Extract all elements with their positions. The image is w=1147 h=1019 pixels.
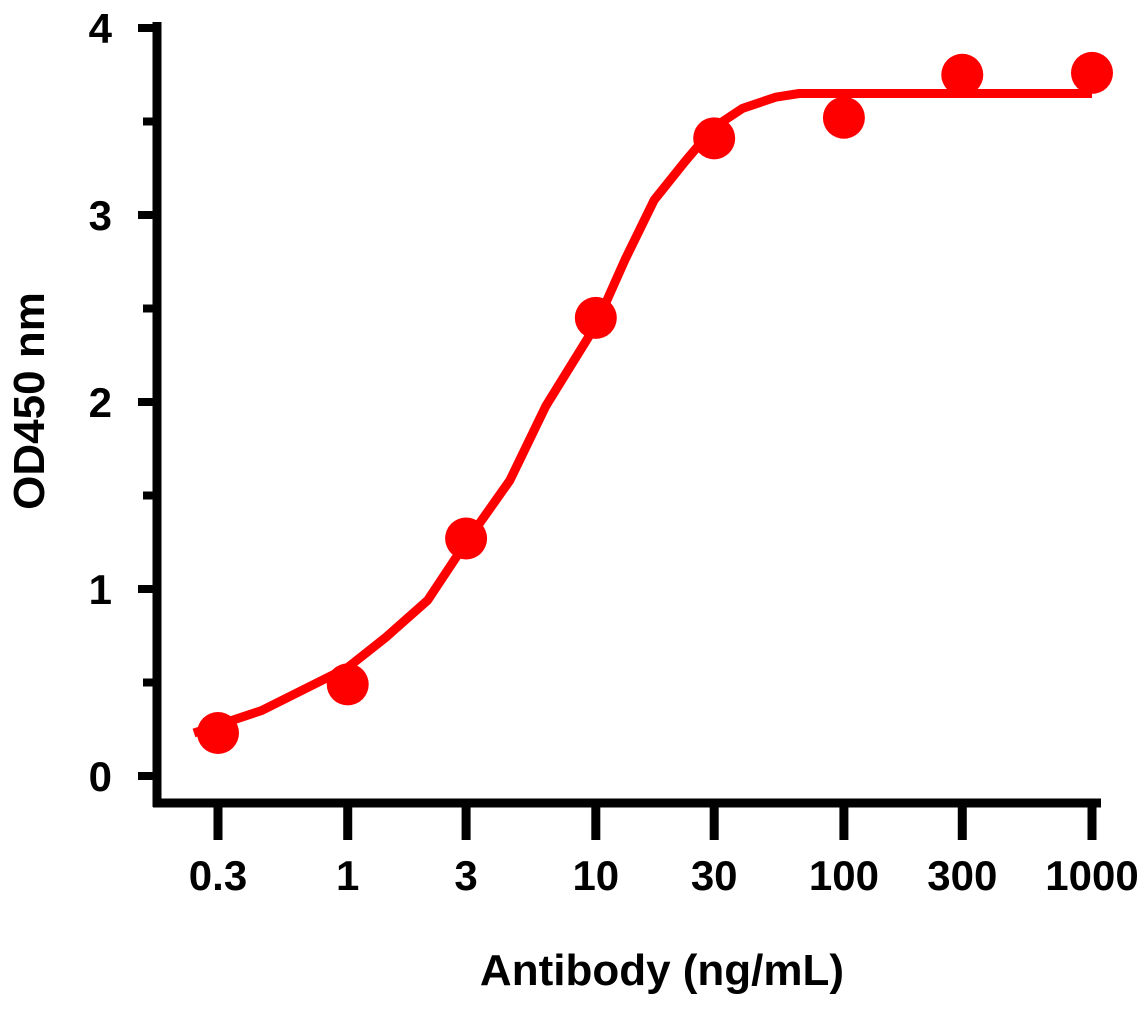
y-tick-label: 2 (89, 379, 112, 426)
x-tick-label: 3 (454, 852, 477, 899)
fit-curve-line (192, 89, 1092, 738)
axes: 0 1 2 3 4 0.3 1 3 10 30 100 300 1000 (89, 5, 1139, 899)
data-point (941, 53, 984, 96)
x-axis-label: Antibody (ng/mL) (480, 946, 844, 995)
y-tick-label: 1 (89, 566, 112, 613)
x-tick-label: 1000 (1045, 852, 1138, 899)
y-axis-label: OD450 nm (5, 292, 54, 510)
x-tick-label: 0.3 (189, 852, 247, 899)
x-tick-label: 300 (927, 852, 997, 899)
data-point (326, 663, 369, 706)
data-point (574, 296, 617, 339)
x-tick-label: 1 (336, 852, 359, 899)
fit-curve-layer (192, 89, 1092, 738)
data-points-layer (197, 51, 1113, 754)
y-tick-label: 4 (89, 5, 113, 52)
data-point (1071, 51, 1113, 94)
data-point (197, 711, 239, 754)
y-tick-label: 0 (89, 753, 112, 800)
y-tick-label: 3 (89, 192, 112, 239)
x-tick-label: 100 (809, 852, 879, 899)
x-tick-label: 10 (572, 852, 619, 899)
data-point (693, 117, 736, 160)
x-tick-label: 30 (691, 852, 738, 899)
data-point (445, 517, 488, 560)
data-point (822, 96, 865, 139)
